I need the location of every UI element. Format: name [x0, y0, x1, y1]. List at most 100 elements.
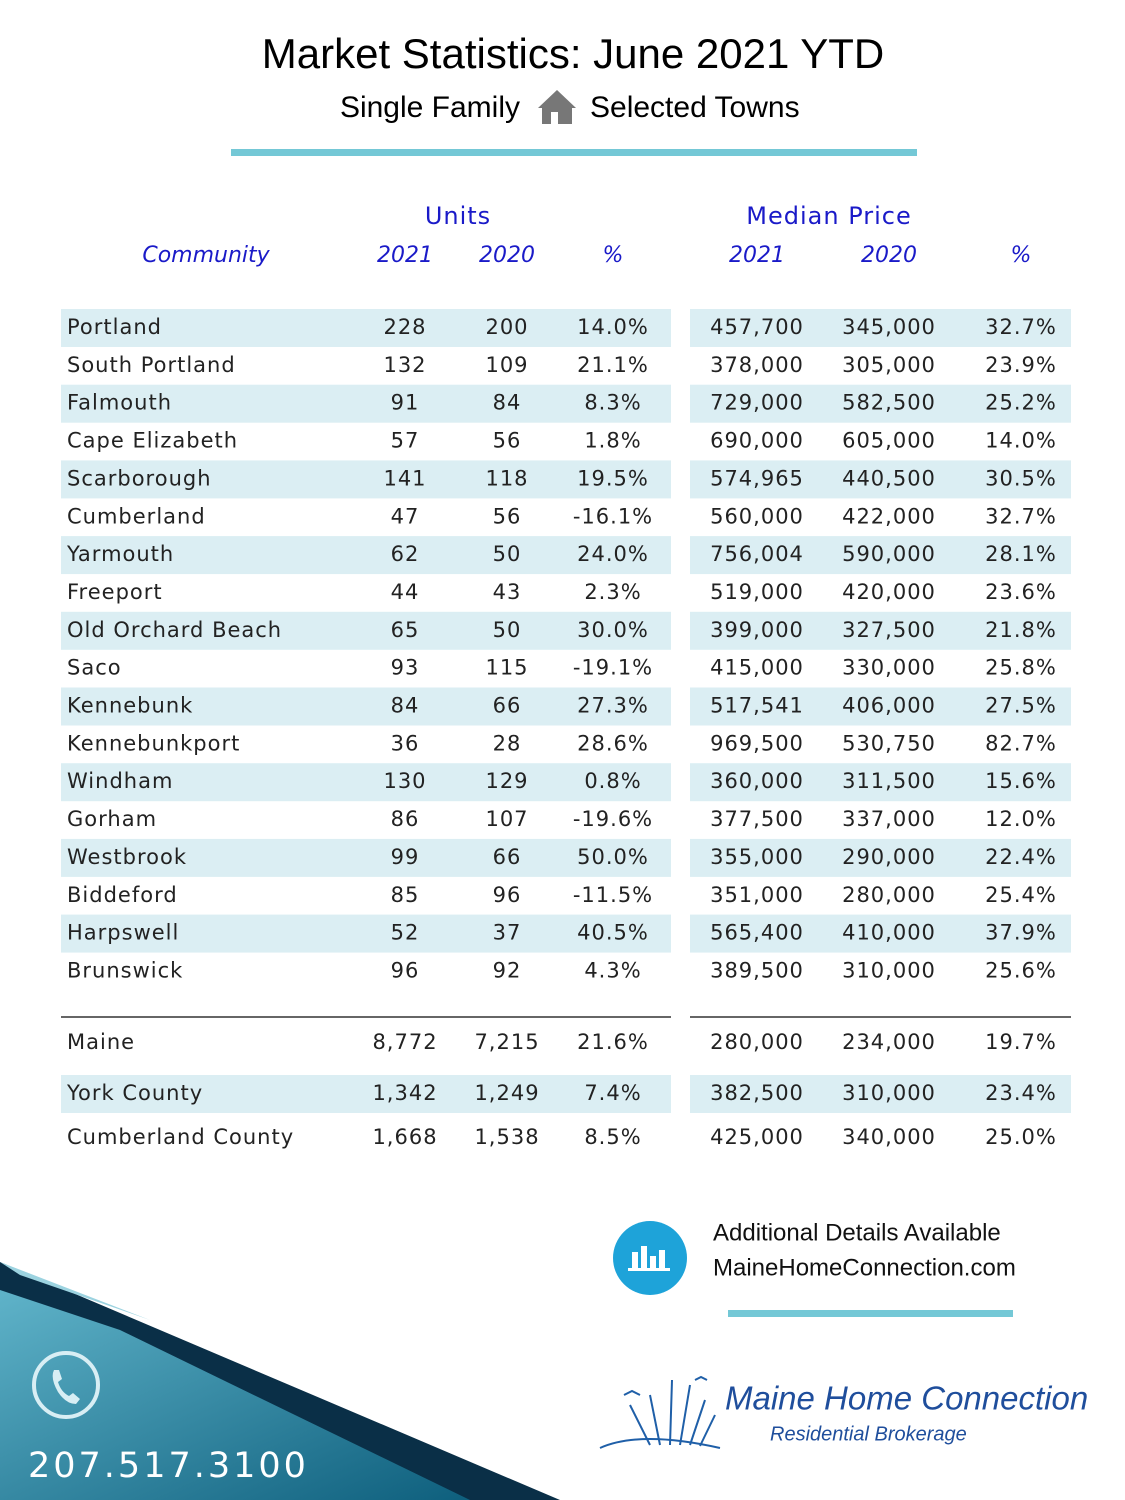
website[interactable]: MaineHomeConnection.com: [713, 1254, 1016, 1281]
cell-value: 129: [485, 769, 528, 793]
cell-value: 517,541: [710, 694, 804, 718]
cell-value: 57: [391, 429, 420, 453]
subtitle: Selected Towns: [590, 91, 800, 124]
cell-value: 47: [391, 504, 420, 528]
community-name: Old Orchard Beach: [67, 618, 282, 642]
phone[interactable]: 207.517.3100: [28, 1446, 309, 1486]
cell-value: 21.1%: [577, 353, 649, 377]
cell-value: 25.2%: [985, 391, 1057, 415]
community-name: Scarborough: [67, 466, 212, 490]
cell-value: 30.5%: [985, 466, 1057, 490]
community-name: Yarmouth: [66, 542, 174, 566]
column-header: %: [1011, 243, 1032, 268]
cell-value: 4.3%: [584, 958, 641, 982]
cell-value: 96: [391, 958, 420, 982]
row-shade: [61, 838, 671, 877]
cell-value: 99: [391, 845, 420, 869]
cell-value: -16.1%: [573, 504, 653, 528]
cell-value: 280,000: [842, 883, 936, 907]
row-shade: [61, 384, 671, 423]
cell-value: 115: [485, 656, 528, 680]
logo: Maine Home Connection Residential Broker…: [599, 1375, 1088, 1449]
cell-value: 50: [493, 542, 522, 566]
row-shade: [61, 763, 671, 802]
cell-value: 340,000: [842, 1125, 936, 1149]
cell-value: 574,965: [710, 466, 804, 490]
cell-value: 19.5%: [577, 466, 649, 490]
cell-value: 14.0%: [985, 429, 1057, 453]
cell-value: 389,500: [710, 958, 804, 982]
cell-value: 118: [485, 466, 528, 490]
house-icon: [538, 90, 576, 124]
community-name: Cumberland: [67, 504, 206, 528]
row-shade: [690, 687, 1071, 726]
column-header: %: [603, 243, 624, 268]
cell-value: 50.0%: [577, 845, 649, 869]
cell-value: 65: [391, 618, 420, 642]
cell-value: 96: [493, 883, 522, 907]
cell-value: 43: [493, 580, 522, 604]
cell-value: 582,500: [842, 391, 936, 415]
cell-value: 690,000: [710, 429, 804, 453]
column-header: Community: [142, 243, 270, 268]
cell-value: 22.4%: [985, 845, 1057, 869]
cell-value: 440,500: [842, 466, 936, 490]
cell-value: 132: [383, 353, 426, 377]
cell-value: 21.6%: [577, 1030, 649, 1054]
cell-value: 345,000: [842, 315, 936, 339]
row-shade: [690, 384, 1071, 423]
row-shade: [61, 309, 671, 347]
cell-value: 40.5%: [577, 921, 649, 945]
cell-value: 130: [383, 769, 426, 793]
cell-value: 25.4%: [985, 883, 1057, 907]
row-shade: [61, 611, 671, 650]
cell-value: 24.0%: [577, 542, 649, 566]
community-name: Kennebunkport: [67, 731, 240, 755]
cell-value: 84: [493, 391, 522, 415]
cell-value: 234,000: [842, 1030, 936, 1054]
community-name: Cape Elizabeth: [67, 429, 238, 453]
cell-value: 422,000: [842, 504, 936, 528]
cell-value: -19.6%: [573, 807, 653, 831]
cell-value: 565,400: [710, 921, 804, 945]
cell-value: 25.0%: [985, 1125, 1057, 1149]
cell-value: 27.3%: [577, 694, 649, 718]
cell-value: 729,000: [710, 391, 804, 415]
cell-value: 1,249: [474, 1081, 539, 1105]
subtitle: Single Family: [340, 91, 520, 124]
cell-value: 23.4%: [985, 1081, 1057, 1105]
cell-value: 25.8%: [985, 656, 1057, 680]
divider: [231, 149, 917, 156]
cell-value: 0.8%: [584, 769, 641, 793]
cell-value: 519,000: [710, 580, 804, 604]
cell-value: 28.6%: [577, 731, 649, 755]
cell-value: 23.6%: [985, 580, 1057, 604]
cell-value: 86: [391, 807, 420, 831]
community-name: York County: [66, 1081, 203, 1105]
cell-value: 37: [493, 921, 522, 945]
column-header: 2021: [729, 243, 785, 268]
row-shade: [690, 536, 1071, 575]
cell-value: 66: [493, 845, 522, 869]
community-name: South Portland: [67, 353, 236, 377]
cell-value: 85: [391, 883, 420, 907]
cell-value: 8.5%: [584, 1125, 641, 1149]
row-shade: [690, 838, 1071, 877]
cell-value: 420,000: [842, 580, 936, 604]
cell-value: 378,000: [710, 353, 804, 377]
cell-value: 28.1%: [985, 542, 1057, 566]
column-header: 2020: [861, 243, 917, 268]
cell-value: 310,000: [842, 958, 936, 982]
cell-value: 360,000: [710, 769, 804, 793]
cell-value: 44: [391, 580, 420, 604]
row-shade: [690, 611, 1071, 650]
cell-value: 62: [391, 542, 420, 566]
community-name: Westbrook: [67, 845, 187, 869]
cell-value: 337,000: [842, 807, 936, 831]
community-name: Kennebunk: [67, 694, 193, 718]
cell-value: 56: [493, 504, 522, 528]
row-shade: [690, 309, 1071, 347]
cell-value: 92: [493, 958, 522, 982]
cell-value: 399,000: [710, 618, 804, 642]
